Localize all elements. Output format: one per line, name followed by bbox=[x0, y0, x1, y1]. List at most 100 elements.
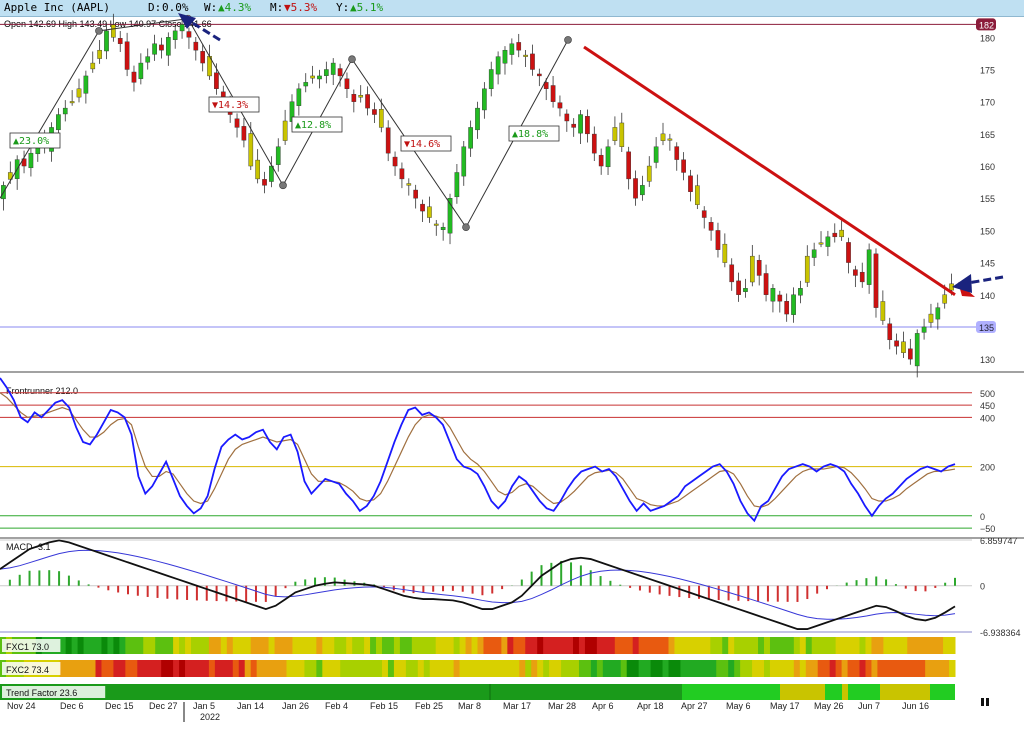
fxc2-strip-cell bbox=[638, 660, 646, 677]
candle-body bbox=[543, 82, 549, 89]
trend-factor-segment bbox=[842, 684, 848, 700]
date-tick-label: Mar 28 bbox=[548, 701, 576, 711]
candle-body bbox=[646, 165, 652, 182]
fxc2-strip-cell bbox=[298, 660, 305, 677]
fxc1-strip-cell bbox=[125, 637, 132, 654]
fxc2-strip-cell bbox=[859, 660, 866, 677]
fxc1-strip-cell bbox=[602, 637, 610, 654]
candle-body bbox=[640, 185, 645, 196]
fxc2-strip-title: FXC2 73.4 bbox=[6, 665, 49, 675]
fxc2-strip-cell bbox=[650, 660, 658, 677]
date-tick-label: Jan 5 bbox=[193, 701, 215, 711]
fxc1-strip-cell bbox=[268, 637, 276, 654]
fxc1-strip-cell bbox=[310, 637, 317, 654]
candle-body bbox=[619, 122, 625, 147]
candle-body bbox=[461, 146, 467, 177]
fxc2-strip-cell bbox=[250, 660, 258, 677]
fxc2-strip-cell bbox=[519, 660, 526, 677]
fxc2-strip-cell bbox=[65, 660, 73, 677]
fxc2-strip-cell bbox=[292, 660, 299, 677]
candle-body bbox=[117, 38, 123, 44]
candle-body bbox=[770, 288, 776, 302]
date-tick-label: May 6 bbox=[726, 701, 751, 711]
candle-body bbox=[214, 72, 219, 89]
candle-body bbox=[605, 146, 611, 168]
fxc1-strip-cell bbox=[692, 637, 699, 654]
fxc2-strip-cell bbox=[173, 660, 180, 677]
oscillator-signal-line bbox=[0, 392, 956, 508]
candle-body bbox=[853, 269, 858, 276]
fxc1-strip-cell bbox=[423, 637, 431, 654]
candle-body bbox=[337, 68, 343, 77]
fxc2-strip-cell bbox=[626, 660, 634, 677]
fxc1-strip-cell bbox=[555, 637, 562, 654]
fxc1-strip-cell bbox=[155, 637, 162, 654]
candle-body bbox=[282, 120, 288, 141]
fxc2-strip-cell bbox=[137, 660, 144, 677]
candle-body bbox=[200, 51, 206, 64]
fxc2-strip-cell bbox=[931, 660, 938, 677]
fxc1-strip-cell bbox=[680, 637, 687, 654]
fxc2-strip-cell bbox=[865, 660, 872, 677]
fxc1-strip-cell bbox=[316, 637, 323, 654]
candle-body bbox=[111, 24, 116, 38]
candle-body bbox=[660, 133, 666, 141]
candle-body bbox=[688, 175, 693, 192]
fxc2-strip-cell bbox=[680, 660, 687, 677]
fxc2-strip-cell bbox=[567, 660, 574, 677]
candle-body bbox=[378, 109, 384, 128]
fxc1-strip-cell bbox=[352, 637, 359, 654]
candle-body bbox=[454, 172, 460, 198]
candle-body bbox=[811, 249, 817, 258]
fxc1-strip-cell bbox=[226, 637, 234, 654]
fxc1-strip-cell bbox=[346, 637, 353, 654]
candle-body bbox=[777, 294, 783, 302]
fxc1-strip-cell bbox=[650, 637, 658, 654]
fxc2-strip-cell bbox=[77, 660, 85, 677]
fxc1-strip-cell bbox=[895, 637, 902, 654]
fxc1-strip-cell bbox=[638, 637, 646, 654]
fxc2-strip-cell bbox=[716, 660, 723, 677]
fxc1-strip-cell bbox=[769, 637, 777, 654]
fxc2-strip-cell bbox=[602, 660, 610, 677]
fxc2-strip-cell bbox=[405, 660, 413, 677]
fxc2-strip-cell bbox=[614, 660, 622, 677]
candle-body bbox=[722, 243, 728, 263]
oscillator-level-label: −50 bbox=[980, 524, 995, 534]
fxc2-strip-cell bbox=[370, 660, 377, 677]
price-tick-label: 130 bbox=[980, 355, 995, 365]
candle-body bbox=[749, 255, 755, 283]
fxc1-strip-cell bbox=[596, 637, 604, 654]
candle-body bbox=[653, 146, 659, 163]
fxc2-strip-cell bbox=[340, 660, 347, 677]
price-tick-label: 165 bbox=[980, 130, 995, 140]
fxc2-strip-cell bbox=[793, 660, 801, 677]
fxc1-strip-cell bbox=[161, 637, 168, 654]
candle-body bbox=[165, 37, 171, 56]
fxc1-strip-cell bbox=[340, 637, 347, 654]
fxc1-strip-cell bbox=[871, 637, 878, 654]
candle-body bbox=[255, 159, 260, 180]
year-change-label: Y: bbox=[336, 1, 350, 14]
fxc2-strip-cell bbox=[125, 660, 132, 677]
fxc1-strip-cell bbox=[537, 637, 544, 654]
fxc1-strip-cell bbox=[405, 637, 413, 654]
fxc1-strip-cell bbox=[131, 637, 138, 654]
fxc2-strip-cell bbox=[358, 660, 365, 677]
fxc2-strip-cell bbox=[59, 660, 67, 677]
fxc1-strip-cell bbox=[728, 637, 735, 654]
fxc2-strip-cell bbox=[429, 660, 437, 677]
trend-factor-segment bbox=[825, 684, 842, 700]
fxc1-strip-cell bbox=[59, 637, 67, 654]
trend-factor-segment bbox=[0, 684, 490, 700]
fxc2-strip-cell bbox=[668, 660, 675, 677]
candle-body bbox=[241, 126, 247, 141]
fxc1-strip-cell bbox=[567, 637, 574, 654]
date-tick-label: Apr 18 bbox=[637, 701, 664, 711]
fxc2-strip-cell bbox=[764, 660, 771, 677]
candle-body bbox=[97, 49, 102, 59]
fxc1-strip-cell bbox=[883, 637, 890, 654]
trend-factor-segment bbox=[490, 684, 682, 700]
swing-label: ▲23.0% bbox=[13, 136, 49, 147]
fxc2-strip-cell bbox=[322, 660, 329, 677]
